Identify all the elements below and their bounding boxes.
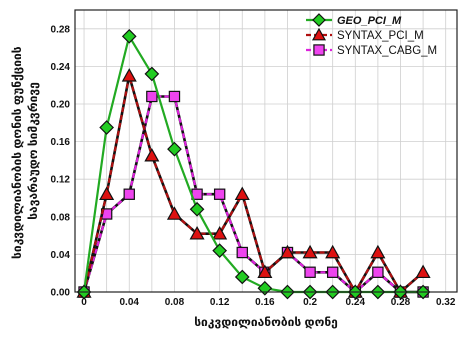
data-point bbox=[99, 186, 115, 201]
data-point bbox=[279, 244, 295, 259]
x-tick-label: 0.24 bbox=[346, 297, 366, 308]
x-tick-label: 0.04 bbox=[120, 297, 140, 308]
series-geo-pci-m bbox=[76, 28, 431, 300]
data-point bbox=[121, 28, 137, 44]
data-point bbox=[212, 243, 228, 258]
legend-marker bbox=[311, 27, 327, 41]
x-tick-label: 0.08 bbox=[165, 297, 185, 308]
data-point bbox=[325, 244, 341, 259]
data-point bbox=[257, 264, 273, 279]
y-axis-title-line-2: სავარაუდო სიმკვრივე bbox=[26, 82, 40, 220]
data-point bbox=[372, 266, 384, 278]
x-tick-label: 0.16 bbox=[255, 297, 275, 308]
data-point bbox=[304, 266, 316, 278]
data-point bbox=[99, 120, 114, 135]
y-tick-label: 0.16 bbox=[51, 137, 71, 148]
x-tick-label: 0 bbox=[81, 297, 87, 308]
data-point bbox=[146, 90, 158, 103]
y-tick-label: 0.08 bbox=[51, 212, 71, 223]
legend-label: SYNTAX_CABG_M bbox=[337, 45, 437, 57]
plot-frame bbox=[74, 9, 458, 293]
data-point bbox=[326, 266, 339, 278]
data-point bbox=[213, 188, 226, 200]
data-point bbox=[302, 244, 318, 259]
x-tick-label: 0.28 bbox=[391, 297, 411, 308]
y-axis-title-line-1: სიკვდილიანობის დონის ფუნქციის bbox=[10, 46, 24, 259]
data-point bbox=[144, 147, 160, 162]
x-tick-label: 0.2 bbox=[303, 297, 317, 308]
data-point bbox=[415, 264, 431, 279]
data-point bbox=[189, 201, 205, 217]
legend-label: SYNTAX_PCI_M bbox=[337, 30, 424, 42]
data-point bbox=[234, 186, 250, 201]
data-point bbox=[121, 68, 137, 82]
data-point bbox=[189, 225, 205, 240]
tick-labels: 0.00 0.04 0.08 0.12 0.16 0.20 0.24 0.28 0 0.04 0.0… bbox=[51, 24, 456, 308]
data-point bbox=[236, 246, 248, 259]
series-group bbox=[76, 28, 431, 300]
legend-entry-syntax-cabg-m: SYNTAX_CABG_M bbox=[306, 44, 437, 57]
y-tick-label: 0.12 bbox=[51, 175, 71, 186]
x-tick-label: 0.12 bbox=[210, 297, 230, 308]
data-point bbox=[212, 225, 228, 240]
data-point bbox=[234, 269, 250, 285]
data-point bbox=[123, 188, 135, 200]
y-tick-label: 0.04 bbox=[51, 250, 71, 261]
legend: GEO_PCI_M SYNTAX_PCI_M SYNTAX_CABG_M bbox=[306, 13, 437, 57]
legend-marker bbox=[313, 44, 325, 56]
legend-label: GEO_PCI_M bbox=[337, 15, 402, 27]
data-point bbox=[370, 244, 386, 259]
y-tick-label: 0.00 bbox=[51, 288, 71, 299]
y-tick-label: 0.28 bbox=[51, 24, 71, 35]
data-point bbox=[168, 90, 181, 103]
data-point bbox=[144, 66, 160, 82]
y-axis-title: სიკვდილიანობის დონის ფუნქციის სავარაუდო … bbox=[10, 43, 40, 259]
x-tick-label: 0.32 bbox=[436, 297, 456, 308]
data-point bbox=[166, 206, 182, 220]
data-point bbox=[167, 141, 182, 157]
legend-entry-geo-pci-m: GEO_PCI_M bbox=[306, 13, 402, 27]
legend-marker bbox=[312, 13, 326, 27]
legend-entry-syntax-pci-m: SYNTAX_PCI_M bbox=[306, 27, 424, 42]
series-line bbox=[82, 95, 424, 294]
x-axis-title: სიკვდილიანობის დონე bbox=[194, 315, 338, 329]
y-tick-label: 0.20 bbox=[51, 100, 71, 111]
series-line bbox=[82, 74, 424, 294]
y-tick-label: 0.24 bbox=[51, 62, 71, 73]
